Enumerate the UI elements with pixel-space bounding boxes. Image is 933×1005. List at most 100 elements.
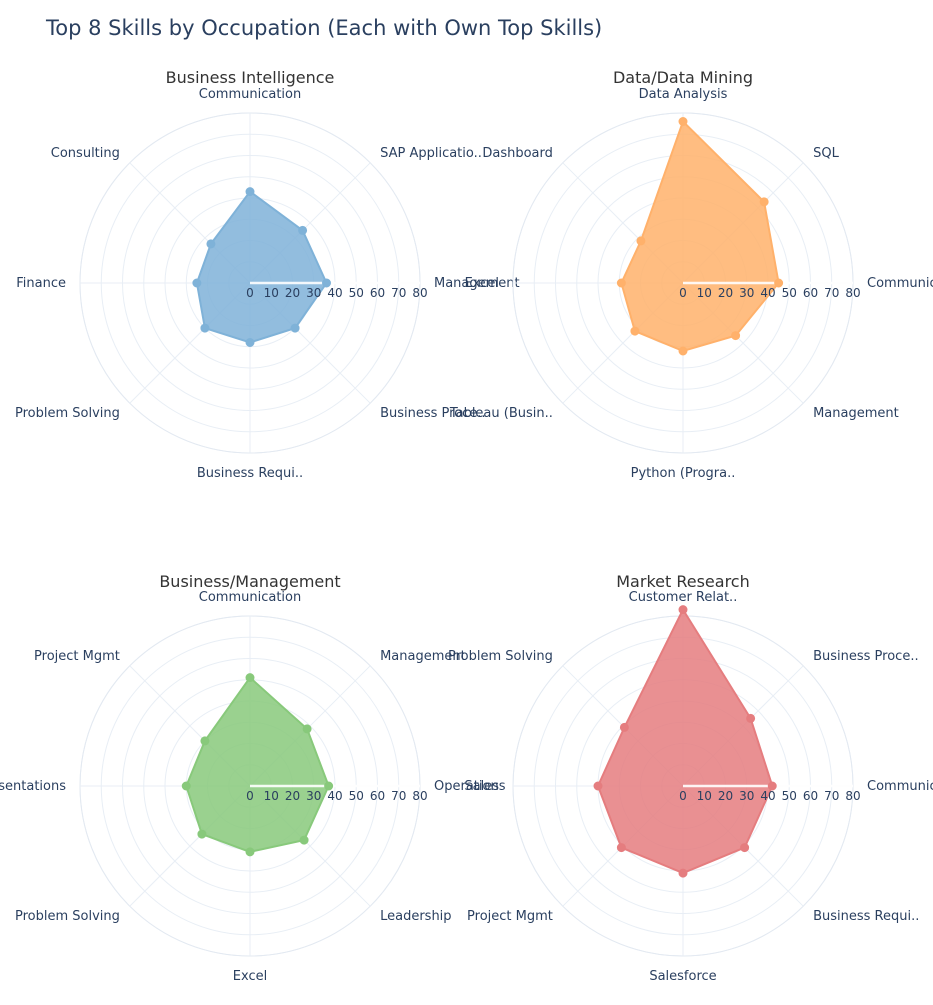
radial-tick-label: 70 <box>391 789 406 803</box>
panel-title: Business Intelligence <box>166 68 335 87</box>
data-point[interactable] <box>678 346 688 356</box>
radial-tick-label: 30 <box>739 789 754 803</box>
series-area <box>620 119 780 353</box>
radial-tick-label: 70 <box>824 286 839 300</box>
radial-tick-label: 80 <box>845 286 860 300</box>
category-label: Excel <box>233 969 267 984</box>
radial-tick-label: 40 <box>327 789 342 803</box>
category-label: Management <box>434 276 520 291</box>
data-point[interactable] <box>206 239 216 249</box>
category-label: Consulting <box>51 146 120 161</box>
category-label: Presentations <box>0 779 66 794</box>
radial-tick-label: 30 <box>739 286 754 300</box>
data-point[interactable] <box>678 117 688 126</box>
category-label: Python (Progra.. <box>631 466 736 481</box>
category-label: Problem Solving <box>448 649 553 664</box>
radial-tick-label: 60 <box>803 789 818 803</box>
data-point[interactable] <box>630 326 640 336</box>
category-label: Communication <box>867 276 933 291</box>
radial-tick-label: 10 <box>697 789 712 803</box>
radar-panel: Business/Management 0 10 20 30 40 50 60 70 80 Comm… <box>0 572 506 984</box>
data-point[interactable] <box>200 736 210 746</box>
category-label: Dashboard <box>482 146 553 161</box>
radial-tick-label: 30 <box>306 789 321 803</box>
radial-tick-label: 0 <box>246 286 254 300</box>
data-point[interactable] <box>740 843 750 853</box>
data-point[interactable] <box>767 781 777 791</box>
data-point[interactable] <box>181 781 191 791</box>
radial-tick-label: 10 <box>264 789 279 803</box>
radial-tick-label: 40 <box>327 286 342 300</box>
radial-tick-label: 0 <box>679 789 687 803</box>
radial-tick-label: 80 <box>412 789 427 803</box>
radial-tick-label: 20 <box>718 286 733 300</box>
radial-tick-label: 20 <box>718 789 733 803</box>
category-label: Communication <box>199 590 301 605</box>
data-point[interactable] <box>245 187 255 197</box>
data-point[interactable] <box>324 781 334 791</box>
category-label: Management <box>380 649 466 664</box>
category-label: Finance <box>16 276 66 291</box>
radial-tick-label: 50 <box>782 789 797 803</box>
data-point[interactable] <box>245 673 255 683</box>
radial-tick-label: 20 <box>285 286 300 300</box>
series-area <box>195 190 328 344</box>
category-label: Problem Solving <box>15 406 120 421</box>
data-point[interactable] <box>678 868 688 878</box>
category-label: Business Proce.. <box>813 649 919 664</box>
panel-title: Market Research <box>616 572 749 591</box>
radial-tick-label: 40 <box>760 789 775 803</box>
data-point[interactable] <box>636 236 646 246</box>
radial-tick-label: 50 <box>782 286 797 300</box>
data-point[interactable] <box>678 605 688 615</box>
data-point[interactable] <box>290 323 300 333</box>
category-label: Sales <box>464 779 499 794</box>
category-label: Leadership <box>380 909 451 924</box>
data-point[interactable] <box>746 713 756 723</box>
radial-tick-label: 50 <box>349 789 364 803</box>
data-point[interactable] <box>302 724 312 734</box>
data-point[interactable] <box>245 338 255 347</box>
data-point[interactable] <box>616 278 626 288</box>
radial-tick-label: 0 <box>679 286 687 300</box>
radial-tick-label: 70 <box>824 789 839 803</box>
category-label: Communication <box>867 779 933 794</box>
category-label: Management <box>813 406 899 421</box>
radial-tick-label: 70 <box>391 286 406 300</box>
data-point[interactable] <box>731 331 741 341</box>
category-label: Customer Relat.. <box>629 590 738 605</box>
radar-panel: Business Intelligence 0 10 20 30 40 50 60 70 80 Co… <box>15 68 520 481</box>
radial-tick-label: 80 <box>412 286 427 300</box>
series-area <box>185 676 330 853</box>
radial-tick-label: 60 <box>370 789 385 803</box>
category-label: Business Requi.. <box>813 909 919 924</box>
data-point[interactable] <box>197 829 207 839</box>
chart-title: Top 8 Skills by Occupation (Each with Ow… <box>45 16 602 40</box>
radial-tick-label: 80 <box>845 789 860 803</box>
category-label: Problem Solving <box>15 909 120 924</box>
data-point[interactable] <box>192 278 202 288</box>
data-point[interactable] <box>200 323 210 333</box>
data-point[interactable] <box>759 197 769 207</box>
data-point[interactable] <box>298 225 308 235</box>
data-point[interactable] <box>616 843 626 853</box>
data-point[interactable] <box>245 847 255 857</box>
category-label: Operations <box>434 779 506 794</box>
data-point[interactable] <box>299 835 309 845</box>
category-label: Excel <box>465 276 499 291</box>
category-label: Tableau (Busin.. <box>449 406 553 421</box>
data-point[interactable] <box>322 278 331 288</box>
data-point[interactable] <box>593 781 603 791</box>
radial-tick-label: 30 <box>306 286 321 300</box>
radial-tick-label: 60 <box>803 286 818 300</box>
category-label: Project Mgmt <box>467 909 553 924</box>
data-point[interactable] <box>774 278 784 288</box>
category-label: Data Analysis <box>639 87 728 102</box>
radar-panel: Market Research 0 10 20 30 40 50 60 70 80 Customer… <box>448 572 933 984</box>
radial-tick-label: 40 <box>760 286 775 300</box>
category-label: Project Mgmt <box>34 649 120 664</box>
data-point[interactable] <box>619 722 629 732</box>
panel-title: Business/Management <box>159 572 340 591</box>
